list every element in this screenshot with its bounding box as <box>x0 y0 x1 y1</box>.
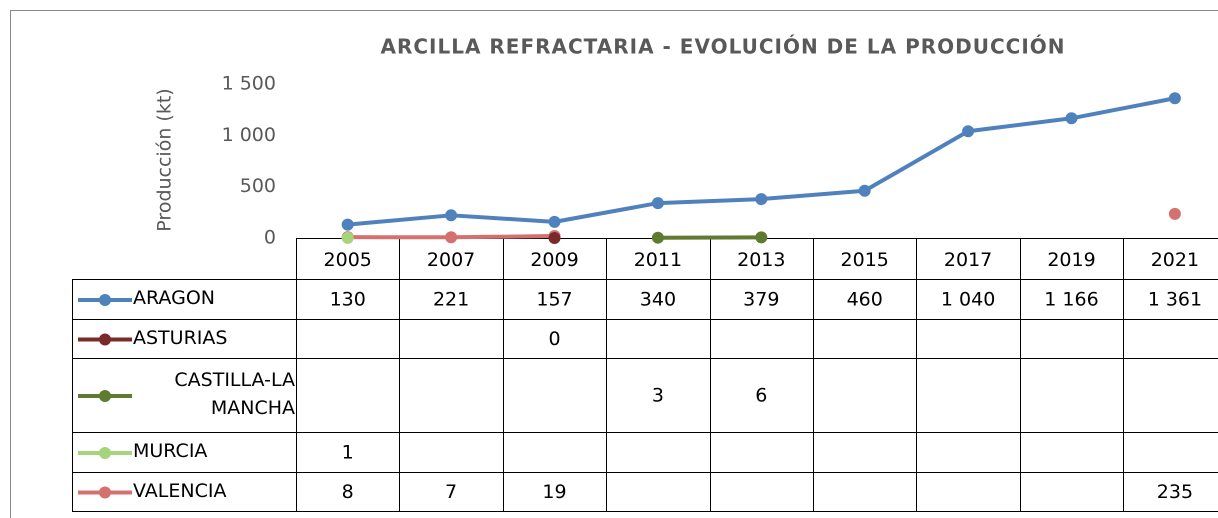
data-point <box>651 197 664 210</box>
legend-label-box: MURCIA <box>133 440 208 463</box>
legend-label-box: ASTURIAS <box>133 326 228 349</box>
y-tick-label: 1 500 <box>222 73 276 95</box>
data-point <box>341 218 354 231</box>
x-tick-label: 2013 <box>737 249 785 271</box>
legend-label: MURCIA <box>133 440 208 463</box>
x-tick-label: 2015 <box>841 249 889 271</box>
data-point <box>1168 92 1181 105</box>
data-table-value: 8 <box>342 481 354 503</box>
data-table-value: 340 <box>640 289 676 311</box>
x-tick-label: 2019 <box>1047 249 1095 271</box>
y-axis-label: Producción (kt) <box>154 88 176 231</box>
data-point <box>1065 112 1078 125</box>
data-table-value: 460 <box>847 289 883 311</box>
data-point <box>651 231 664 244</box>
legend-marker <box>99 333 111 346</box>
data-table-value: 157 <box>536 289 572 311</box>
data-point <box>755 193 768 206</box>
data-table-value: 235 <box>1157 481 1193 503</box>
data-table-value: 130 <box>330 289 366 311</box>
legend-marker <box>99 447 111 459</box>
chart-title: ARCILLA REFRACTARIA - EVOLUCIÓN DE LA PR… <box>380 35 1065 59</box>
data-point <box>858 184 871 197</box>
y-tick-label: 500 <box>240 175 276 197</box>
data-point <box>445 209 458 222</box>
x-tick-label: 2007 <box>427 249 475 271</box>
x-tick-label: 2017 <box>944 249 992 271</box>
y-tick-label: 0 <box>264 227 276 249</box>
data-point <box>1168 207 1181 220</box>
legend-label: VALENCIA <box>133 479 227 502</box>
data-table-value: 1 361 <box>1148 289 1202 311</box>
data-point <box>548 215 561 228</box>
data-point <box>548 232 561 244</box>
data-table-value: 6 <box>755 385 767 407</box>
data-table-value: 221 <box>433 289 469 311</box>
data-point <box>962 125 975 138</box>
legend-label: CASTILLA-LA MANCHA <box>174 369 295 419</box>
x-tick-label: 2011 <box>634 249 682 271</box>
data-table-value: 1 <box>342 442 354 464</box>
legend-label-box: ARAGON <box>133 287 215 310</box>
data-table-value: 1 040 <box>941 289 995 311</box>
data-point <box>445 231 458 244</box>
legend-marker <box>99 390 111 402</box>
x-tick-label: 2009 <box>530 249 578 271</box>
data-table-value: 1 166 <box>1044 289 1098 311</box>
legend-label-box: VALENCIA <box>133 479 227 502</box>
data-table-value: 379 <box>743 289 779 311</box>
data-table-value: 19 <box>542 481 566 503</box>
data-table-value: 7 <box>445 481 457 503</box>
data-point <box>755 231 768 244</box>
legend-label-box: CASTILLA-LA MANCHA <box>174 369 295 419</box>
data-table-value: 3 <box>652 385 664 407</box>
legend-marker <box>99 486 111 499</box>
legend-marker <box>99 294 111 306</box>
chart-border <box>10 10 1218 518</box>
x-tick-label: 2005 <box>324 249 372 271</box>
data-point <box>341 231 354 244</box>
data-table-value: 0 <box>548 328 560 350</box>
legend-label: ASTURIAS <box>133 326 228 349</box>
x-tick-label: 2021 <box>1151 249 1199 271</box>
legend-label: ARAGON <box>133 287 215 310</box>
y-tick-label: 1 000 <box>222 124 276 146</box>
